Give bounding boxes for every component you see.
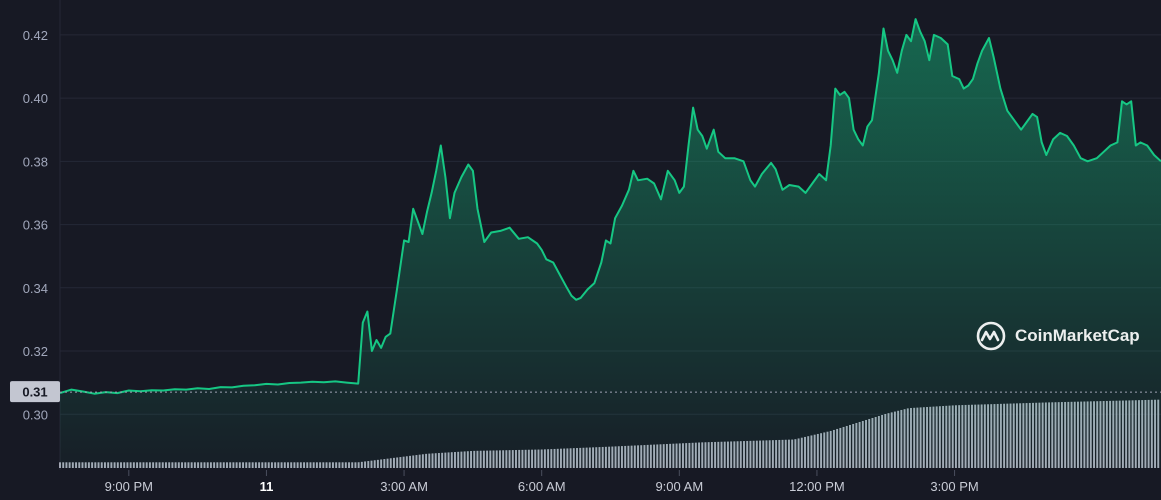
y-tick-label: 0.30 bbox=[23, 407, 48, 422]
y-tick-label: 0.32 bbox=[23, 344, 48, 359]
current-price-label: 0.31 bbox=[22, 385, 47, 400]
y-tick-label: 0.34 bbox=[23, 281, 48, 296]
x-tick-label: 11 bbox=[260, 479, 274, 494]
y-tick-label: 0.36 bbox=[23, 218, 48, 233]
x-tick-label: 9:00 AM bbox=[655, 479, 703, 494]
y-tick-label: 0.38 bbox=[23, 154, 48, 169]
brand-watermark: CoinMarketCap bbox=[975, 320, 1140, 352]
y-axis: 0.42 0.40 0.38 0.36 0.34 0.32 0.30 bbox=[23, 28, 48, 422]
brand-name: CoinMarketCap bbox=[1015, 326, 1140, 345]
current-price-tag: 0.31 bbox=[10, 381, 60, 403]
y-tick-label: 0.42 bbox=[23, 28, 48, 43]
coinmarketcap-logo-icon bbox=[976, 321, 1006, 351]
x-tick-label: 3:00 PM bbox=[930, 479, 978, 494]
y-tick-label: 0.40 bbox=[23, 91, 48, 106]
x-tick-label: 12:00 PM bbox=[789, 479, 845, 494]
x-axis: 9:00 PM 11 3:00 AM 6:00 AM 9:00 AM 12:00 PM 3:… bbox=[105, 470, 979, 494]
price-series-line bbox=[59, 18, 1161, 395]
price-line bbox=[59, 18, 1161, 395]
current-price-tag-bg bbox=[10, 381, 60, 403]
x-tick-label: 3:00 AM bbox=[380, 479, 428, 494]
x-tick-label: 6:00 AM bbox=[518, 479, 566, 494]
x-tick-label: 9:00 PM bbox=[105, 479, 153, 494]
